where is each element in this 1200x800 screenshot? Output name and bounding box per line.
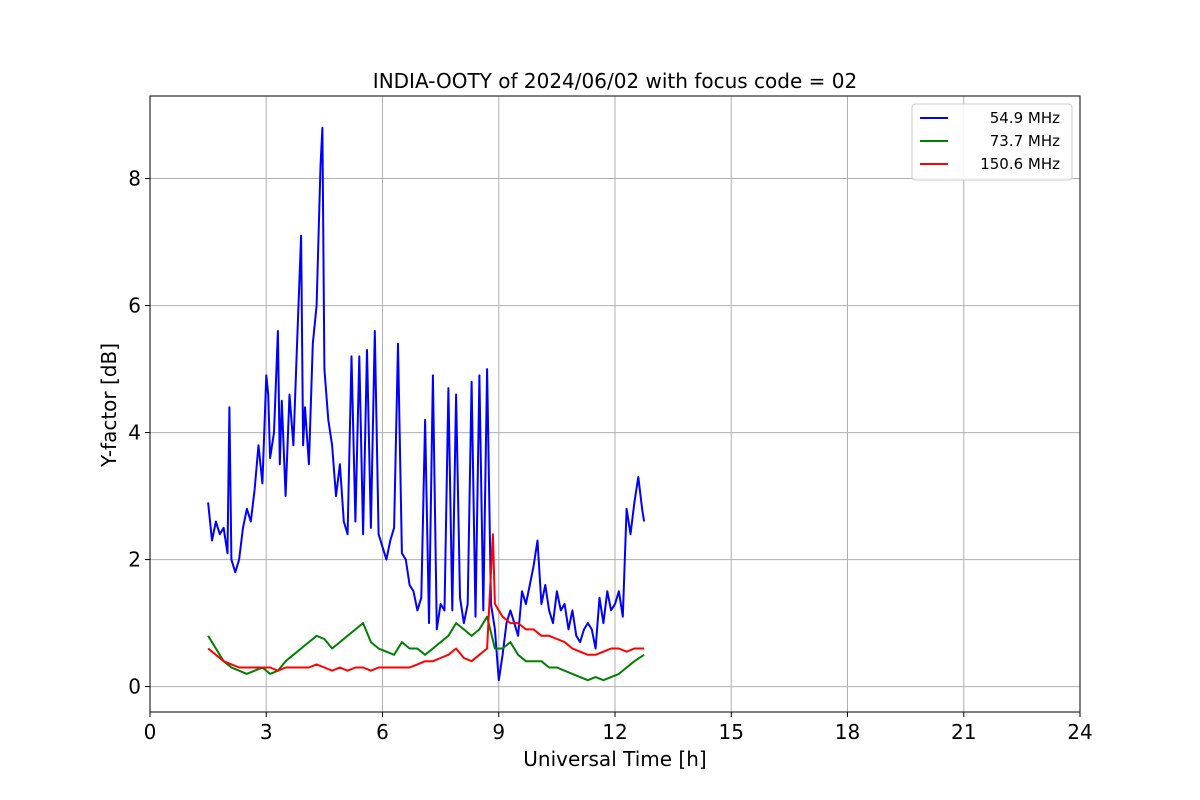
y-axis-ticks: 0 2 4 6 8 <box>128 167 150 699</box>
x-tick-label: 3 <box>260 720 273 744</box>
x-tick-label: 6 <box>376 720 389 744</box>
series-lines <box>207 126 646 682</box>
legend-box <box>911 103 1073 181</box>
series-line-2 <box>207 615 645 682</box>
y-tick-label: 6 <box>128 294 141 318</box>
legend-entry: 73.7 MHz <box>990 132 1060 150</box>
x-tick-label: 9 <box>492 720 505 744</box>
x-tick-label: 18 <box>835 720 860 744</box>
y-tick-label: 4 <box>128 421 141 445</box>
legend-entry: 54.9 MHz <box>990 109 1060 127</box>
series-line-3 <box>207 533 645 672</box>
y-tick-label: 2 <box>128 548 141 572</box>
legend-entry: 150.6 MHz <box>980 155 1060 173</box>
y-tick-label: 0 <box>128 675 141 699</box>
y-axis-label: Y-factor [dB] <box>97 343 121 468</box>
x-tick-label: 0 <box>144 720 157 744</box>
x-tick-label: 15 <box>719 720 744 744</box>
x-tick-label: 12 <box>602 720 627 744</box>
x-tick-label: 24 <box>1067 720 1092 744</box>
chart-title: INDIA-OOTY of 2024/06/02 with focus code… <box>373 69 857 93</box>
series-line-1 <box>207 126 646 682</box>
x-tick-label: 21 <box>951 720 976 744</box>
x-axis-label: Universal Time [h] <box>523 747 706 771</box>
x-axis-ticks: 0 3 6 9 12 15 18 21 24 <box>144 712 1093 744</box>
legend: 54.9 MHz 73.7 MHz 150.6 MHz <box>911 103 1073 181</box>
y-tick-label: 8 <box>128 167 141 191</box>
